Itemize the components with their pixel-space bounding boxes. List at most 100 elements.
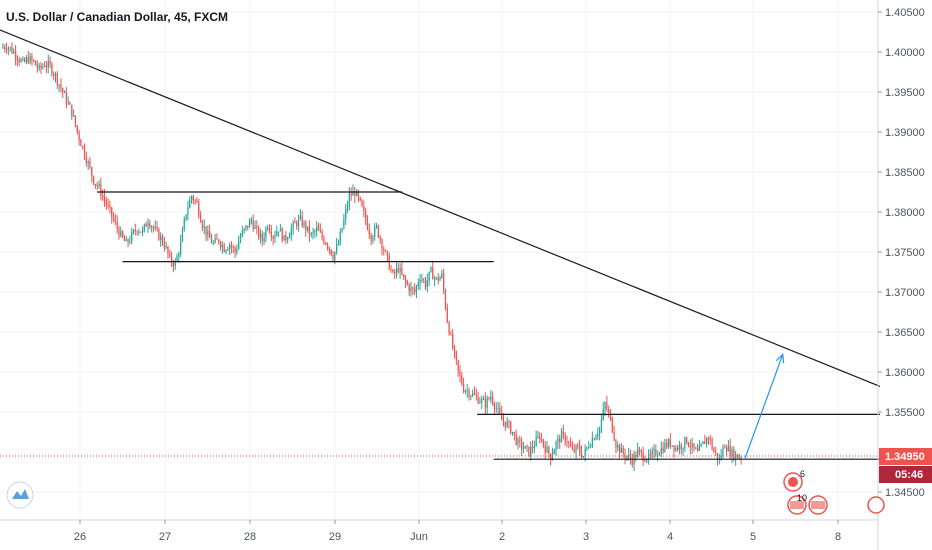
candle-body: [740, 457, 742, 459]
projection-arrow: [744, 354, 784, 460]
candle-body: [553, 449, 555, 455]
candle-body: [548, 446, 550, 454]
candle-body: [667, 439, 670, 447]
candle-body: [312, 231, 314, 234]
candle-body: [207, 231, 209, 236]
candle-body: [669, 439, 671, 446]
candle-body: [332, 255, 334, 260]
trendline: [0, 29, 881, 387]
candle-body: [412, 287, 414, 289]
candle-body: [629, 454, 632, 459]
candle-body: [308, 226, 311, 236]
candle-body: [241, 230, 243, 237]
candle-body: [459, 370, 461, 376]
candle-body: [453, 348, 456, 352]
candle-body: [600, 419, 603, 428]
candle-body: [4, 47, 6, 49]
time-axis[interactable]: 26 27 28 29 Jun 2 3 4 5 8: [74, 520, 841, 543]
candle-body: [682, 447, 684, 450]
candle-body: [167, 246, 169, 254]
candle-body: [618, 445, 621, 453]
candle-body: [363, 206, 365, 212]
candle-body: [334, 251, 336, 260]
candle-body: [80, 139, 82, 147]
candle-body: [285, 235, 287, 240]
candle-body: [448, 322, 450, 334]
candle-body: [346, 205, 349, 210]
candle-body: [584, 448, 586, 457]
candle-body: [136, 231, 138, 233]
economic-event-badge-edge[interactable]: [867, 496, 885, 514]
candle-body: [482, 399, 485, 401]
candle-body: [368, 229, 370, 235]
candle-body: [486, 398, 488, 408]
candle-body: [357, 191, 360, 198]
time-tick-label: 26: [74, 531, 86, 543]
candle-body: [5, 48, 8, 50]
candle-body: [631, 458, 633, 465]
candle-body: [647, 453, 650, 461]
candle-body: [404, 277, 407, 282]
candle-body: [424, 280, 427, 288]
candle-body: [693, 443, 695, 448]
price-tick-label: 1.37000: [885, 287, 925, 299]
candle-body: [704, 441, 706, 444]
price-tick-label: 1.40000: [885, 47, 925, 59]
candle-body: [589, 445, 592, 448]
candle-body: [267, 227, 269, 229]
candle-body: [604, 402, 606, 409]
candle-body: [502, 419, 505, 422]
candle-body: [314, 231, 316, 233]
candle-body: [473, 393, 476, 395]
candle-body: [49, 61, 51, 65]
candle-body: [413, 288, 416, 292]
candle-body: [62, 88, 64, 93]
candle-body: [40, 65, 42, 68]
candle-body: [259, 233, 262, 238]
candle-body: [247, 225, 249, 228]
candle-body: [105, 200, 107, 205]
candle-body: [190, 196, 193, 201]
price-axis[interactable]: 1.40500 1.40000 1.39500 1.39000 1.38500 1.380…: [878, 7, 925, 499]
candle-body: [430, 267, 432, 272]
candle-body: [209, 231, 211, 238]
candle-body: [464, 390, 467, 392]
candle-body: [203, 226, 205, 228]
candle-body: [566, 442, 568, 444]
candle-body: [611, 417, 613, 433]
candle-body: [441, 273, 443, 278]
candle-body: [582, 456, 584, 458]
time-tick-label: 2: [499, 531, 505, 543]
candle-body: [25, 57, 28, 62]
candle-body: [47, 61, 49, 68]
price-tick-label: 1.38000: [885, 207, 925, 219]
candle-body: [649, 453, 652, 455]
time-tick-label: 27: [159, 531, 171, 543]
economic-event-badge-us[interactable]: 10: [787, 493, 828, 515]
time-tick-label: 3: [583, 531, 589, 543]
price-tick-label: 1.36500: [885, 327, 925, 339]
candle-body: [598, 427, 601, 434]
candle-body: [646, 460, 648, 462]
candle-body: [628, 454, 630, 457]
candle-body: [729, 445, 731, 457]
candle-body: [579, 445, 581, 452]
candle-body: [180, 241, 182, 255]
economic-event-badge-ca[interactable]: 6: [783, 469, 805, 492]
candle-body: [642, 452, 644, 461]
tradingview-logo-icon[interactable]: [6, 481, 34, 509]
candle-body: [181, 229, 184, 242]
candle-body: [383, 248, 385, 251]
candle-body: [183, 218, 185, 230]
candle-body: [107, 204, 109, 206]
candle-body: [31, 56, 33, 61]
candle-body: [724, 447, 726, 449]
candle-body: [270, 231, 272, 237]
candle-body: [42, 66, 44, 68]
candle-body: [477, 396, 479, 404]
candle-body: [388, 255, 390, 270]
candle-body: [515, 434, 517, 445]
candle-body: [125, 239, 127, 242]
candle-body: [622, 447, 624, 454]
